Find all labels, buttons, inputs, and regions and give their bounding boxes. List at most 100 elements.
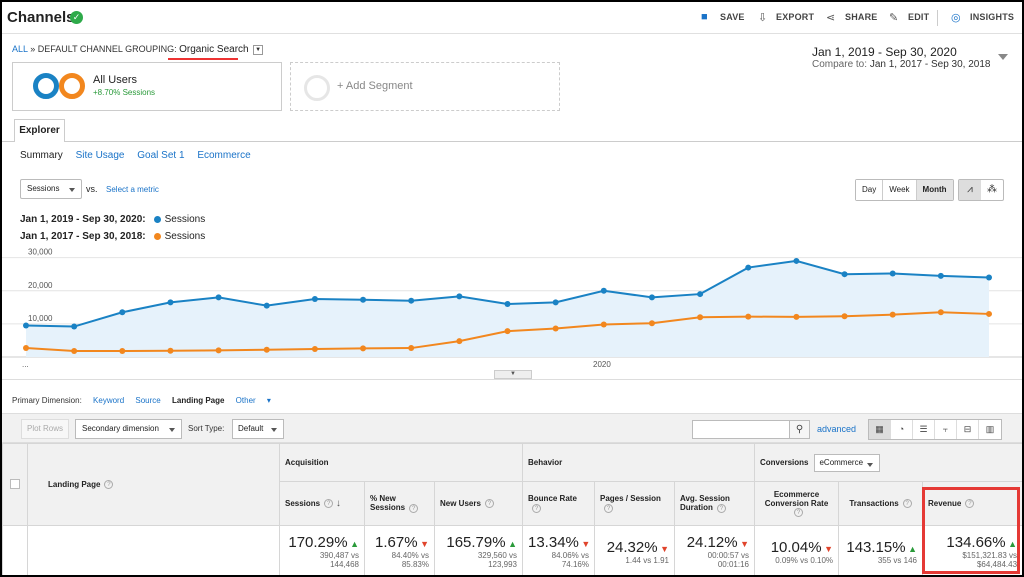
data-point[interactable] [986, 274, 992, 281]
pie-view-icon[interactable]: ◔ [891, 420, 913, 439]
landing-page-header[interactable]: Landing Page? [27, 443, 280, 526]
data-point[interactable] [215, 347, 222, 354]
date-range-dropdown-icon[interactable] [998, 54, 1008, 60]
data-point[interactable] [504, 328, 511, 335]
insights-icon[interactable]: ◎ [951, 12, 961, 24]
data-point[interactable] [215, 294, 222, 301]
data-point[interactable] [552, 325, 559, 332]
advanced-filter-link[interactable]: advanced [817, 424, 857, 434]
help-icon[interactable]: ? [532, 503, 541, 513]
help-icon[interactable]: ? [965, 499, 975, 509]
help-icon[interactable]: ? [324, 499, 334, 509]
data-point[interactable] [600, 287, 607, 294]
data-point[interactable] [119, 309, 126, 316]
data-point[interactable] [456, 338, 463, 345]
tab-explorer[interactable]: Explorer [14, 119, 65, 142]
data-point[interactable] [841, 313, 848, 320]
data-point[interactable] [697, 314, 704, 321]
comparison-view-icon[interactable]: ⫟ [935, 420, 957, 439]
data-point[interactable] [648, 294, 655, 301]
data-point[interactable] [71, 323, 78, 330]
date-range-compare[interactable]: Compare to: Jan 1, 2017 - Sep 30, 2018 [812, 59, 990, 70]
edit-icon[interactable]: ✎ [889, 12, 899, 24]
plot-rows-button[interactable]: Plot Rows [21, 419, 69, 439]
help-icon[interactable]: ? [604, 503, 613, 513]
column-header-pages-session[interactable]: Pages / Session? [594, 481, 675, 526]
motion-chart-icon[interactable]: ⁂ [987, 184, 997, 195]
export-button[interactable]: EXPORT [776, 12, 815, 22]
data-point[interactable] [600, 321, 607, 328]
sort-type-select[interactable]: Default [232, 419, 284, 439]
term-cloud-view-icon[interactable]: ⊟ [957, 420, 979, 439]
data-point[interactable] [71, 348, 78, 355]
secondary-dimension-select[interactable]: Secondary dimension [75, 419, 182, 439]
column-header-sessions[interactable]: Sessions? ↓ [279, 481, 365, 526]
help-icon[interactable]: ? [716, 503, 726, 513]
data-point[interactable] [408, 345, 415, 352]
dimension-source-link[interactable]: Source [135, 396, 161, 405]
data-point[interactable] [360, 345, 367, 352]
export-icon[interactable]: ⇩ [758, 12, 768, 24]
column-header-new-users[interactable]: New Users? [434, 481, 523, 526]
help-icon[interactable]: ? [104, 480, 114, 490]
select-metric-link[interactable]: Select a metric [106, 185, 159, 194]
data-point[interactable] [456, 293, 463, 300]
data-point[interactable] [504, 301, 511, 307]
period-week-button[interactable]: Week [883, 180, 917, 200]
chart-resize-handle[interactable]: ▼ [494, 370, 532, 379]
help-icon[interactable]: ? [902, 499, 912, 509]
save-button[interactable]: SAVE [720, 12, 745, 22]
edit-button[interactable]: EDIT [908, 12, 930, 22]
breadcrumb-all-link[interactable]: ALL [12, 44, 28, 54]
period-day-button[interactable]: Day [856, 180, 884, 200]
column-header-transactions[interactable]: Transactions? [838, 481, 923, 526]
data-point[interactable] [697, 291, 704, 298]
subtab-ecommerce[interactable]: Ecommerce [197, 150, 251, 161]
table-search-input[interactable] [692, 420, 790, 439]
select-all-checkbox[interactable] [10, 478, 20, 489]
data-point[interactable] [263, 302, 270, 309]
data-point[interactable] [167, 299, 174, 306]
data-point[interactable] [119, 348, 126, 355]
data-point[interactable] [23, 345, 29, 352]
line-chart-icon[interactable]: ⩘ [959, 180, 981, 200]
dimension-landing-page[interactable]: Landing Page [171, 396, 225, 405]
help-icon[interactable]: ? [409, 503, 419, 513]
data-point[interactable] [793, 257, 800, 264]
share-button[interactable]: SHARE [845, 12, 878, 22]
pivot-view-icon[interactable]: ▥ [979, 420, 1001, 439]
subtab-site-usage[interactable]: Site Usage [75, 150, 125, 161]
chevron-down-icon[interactable]: ▼ [253, 44, 264, 55]
share-icon[interactable]: ⋖ [826, 12, 836, 24]
data-point[interactable] [889, 270, 896, 277]
data-point[interactable] [552, 299, 559, 306]
subtab-goal-set-1[interactable]: Goal Set 1 [137, 150, 185, 161]
segment-all-users[interactable]: All Users +8.70% Sessions [12, 62, 282, 111]
data-point[interactable] [793, 313, 800, 320]
data-point[interactable] [745, 264, 752, 271]
period-month-button[interactable]: Month [916, 180, 953, 200]
column-header-revenue[interactable]: Revenue? [921, 481, 1022, 526]
data-point[interactable] [311, 296, 318, 303]
insights-button[interactable]: INSIGHTS [970, 12, 1015, 22]
data-point[interactable] [937, 272, 944, 279]
metric-select[interactable]: Sessions [20, 179, 82, 199]
data-point[interactable] [23, 322, 29, 329]
data-point[interactable] [263, 346, 270, 353]
column-header--new-sessions[interactable]: % New Sessions? [364, 481, 435, 526]
date-range-primary[interactable]: Jan 1, 2019 - Sep 30, 2020 [812, 45, 957, 59]
performance-view-icon[interactable]: ☰ [913, 420, 935, 439]
help-icon[interactable]: ? [484, 499, 494, 509]
dimension-keyword-link[interactable]: Keyword [93, 396, 125, 405]
data-point[interactable] [167, 347, 174, 354]
data-table-view-icon[interactable]: ▦ [869, 420, 891, 439]
save-icon[interactable]: ■ [701, 11, 708, 23]
data-point[interactable] [311, 346, 318, 353]
column-header-avg-session-duration[interactable]: Avg. Session Duration? [674, 481, 755, 526]
dimension-other-dropdown[interactable]: Other ▾ [235, 396, 271, 405]
help-icon[interactable]: ? [794, 508, 803, 518]
add-segment-button[interactable]: + Add Segment [290, 62, 560, 111]
conversions-select[interactable]: eCommerce [814, 453, 881, 472]
subtab-summary[interactable]: Summary [20, 150, 63, 161]
data-point[interactable] [648, 320, 655, 327]
